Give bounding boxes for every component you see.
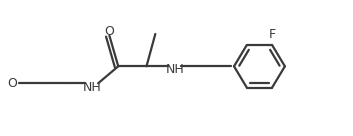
Text: O: O xyxy=(7,77,17,90)
Text: NH: NH xyxy=(82,81,101,94)
Text: NH: NH xyxy=(165,63,184,75)
Text: F: F xyxy=(269,28,276,41)
Text: O: O xyxy=(104,25,114,38)
